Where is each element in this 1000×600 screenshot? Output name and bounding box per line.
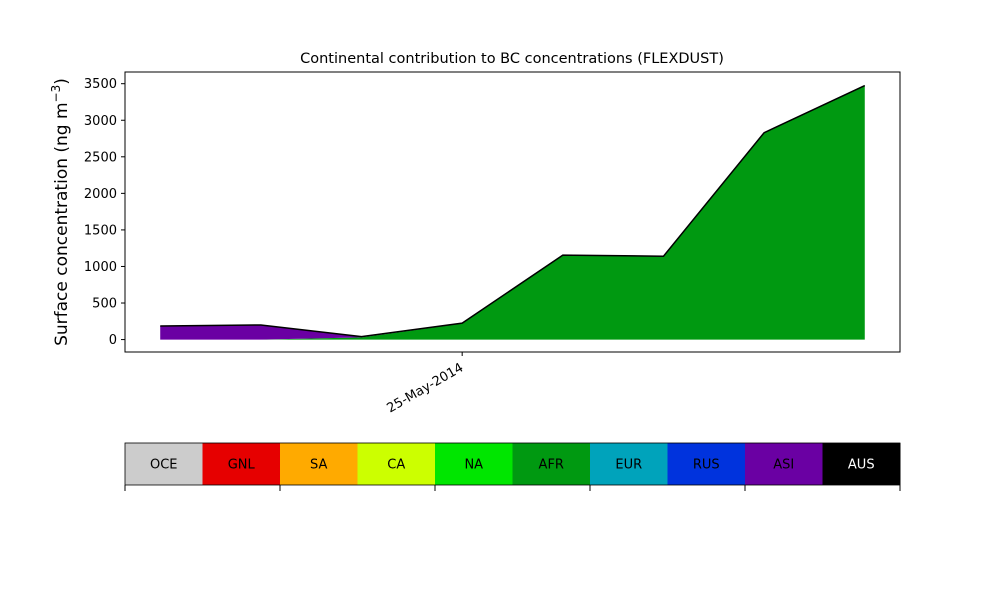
series-outlines — [160, 84, 866, 338]
legend-label-na: NA — [464, 458, 483, 473]
chart-title: Continental contribution to BC concentra… — [300, 51, 724, 67]
y-axis-label-main: Surface concentration (ng m — [52, 102, 72, 345]
legend-swatch-ca — [357, 443, 436, 485]
axes-frame — [124, 71, 901, 353]
y-tick-label: 3500 — [84, 77, 117, 92]
y-axis-label-exponent: −3 — [49, 85, 63, 103]
legend-swatch-na — [435, 443, 513, 485]
legend-label-gnl: GNL — [228, 458, 256, 473]
legend-swatch-sa — [280, 443, 358, 485]
y-tick-label: 1000 — [84, 260, 117, 275]
y-axis-ticks: 0 500 1000 1500 2000 2500 3000 3500 — [84, 77, 125, 348]
legend-swatch-afr — [512, 443, 591, 485]
stack-top-line — [160, 84, 866, 338]
y-tick-label: 1500 — [84, 223, 117, 238]
y-tick-label: 2500 — [84, 150, 117, 165]
legend-swatch-gnl — [202, 443, 281, 485]
legend-label-afr: AFR — [539, 458, 564, 473]
x-axis-ticks: 25-May-2014 — [384, 352, 466, 416]
legend-swatch-aus — [822, 443, 901, 485]
legend-swatch-rus — [667, 443, 746, 485]
colorbar-frame — [124, 442, 901, 486]
area-afr — [160, 85, 865, 340]
legend-label-rus: RUS — [693, 458, 720, 473]
legend-label-eur: EUR — [615, 458, 642, 473]
legend-label-asi: ASI — [773, 458, 794, 473]
legend-label-aus: AUS — [848, 458, 875, 473]
legend-label-ca: CA — [387, 458, 405, 473]
region-colorbar-legend: OCE GNL SA CA NA AFR EUR RUS ASI AUS — [124, 442, 901, 491]
legend-swatch-oce — [125, 443, 203, 485]
y-axis-label: Surface concentration (ng m−3) — [49, 78, 72, 346]
x-tick-label: 25-May-2014 — [384, 360, 466, 416]
y-tick-label: 500 — [92, 297, 117, 312]
plot-area: 0 500 1000 1500 2000 2500 3000 3500 25-May-2014 — [84, 71, 901, 416]
y-tick-label: 0 — [109, 333, 117, 348]
legend-swatch-eur — [590, 443, 668, 485]
y-tick-label: 3000 — [84, 114, 117, 129]
legend-label-oce: OCE — [150, 458, 178, 473]
stacked-areas — [160, 85, 865, 340]
y-tick-label: 2000 — [84, 187, 117, 202]
y-axis-label-close: ) — [52, 78, 72, 85]
legend-swatch-asi — [745, 443, 823, 485]
legend-label-sa: SA — [310, 458, 327, 473]
